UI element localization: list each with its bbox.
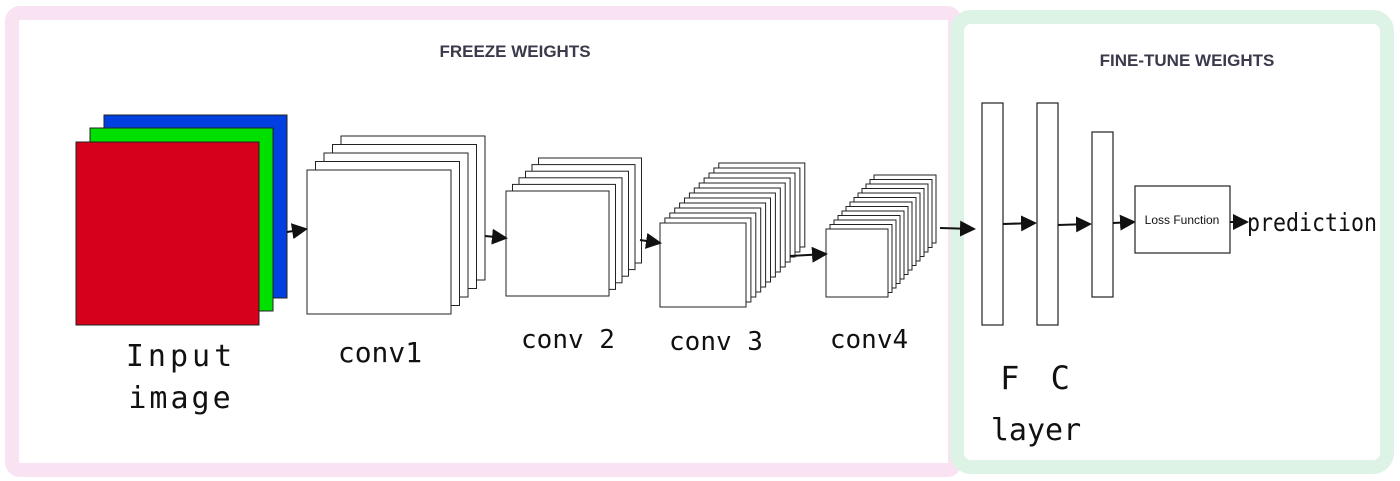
conv3-feature-map xyxy=(659,222,747,308)
arrow-conv2-to-conv3 xyxy=(639,233,662,249)
conv1-feature-map xyxy=(306,169,452,315)
freeze-weights-title: FREEZE WEIGHTS xyxy=(439,42,590,61)
conv4-feature-maps xyxy=(825,174,937,298)
conv2-feature-maps xyxy=(505,157,642,297)
conv3-label: conv 3 xyxy=(669,327,763,357)
input-label-line1: Input xyxy=(126,339,236,374)
fine-tune-weights-title: FINE-TUNE WEIGHTS xyxy=(1100,51,1275,70)
arrow-conv3-to-conv4 xyxy=(789,246,828,263)
arrow-fc3-to-loss xyxy=(1112,214,1136,231)
conv2-feature-map xyxy=(505,190,610,297)
conv4-label: conv4 xyxy=(830,325,908,355)
loss-function-box xyxy=(1134,185,1231,254)
loss-function-label: Loss Function xyxy=(1145,213,1220,227)
arrow-fc2-to-fc3 xyxy=(1057,216,1092,233)
fc-layer-3 xyxy=(1091,131,1114,298)
arrow-input-to-conv1 xyxy=(286,223,308,240)
arrow-fc1-to-fc2 xyxy=(1002,215,1037,232)
prediction-label: prediction xyxy=(1247,208,1377,237)
arrow-conv1-to-conv2 xyxy=(484,228,508,245)
fc-layer-2 xyxy=(1036,102,1059,326)
arrow-conv4-to-fc xyxy=(939,220,976,237)
conv3-feature-maps xyxy=(659,162,806,308)
input-image xyxy=(75,114,288,326)
fc-label-line2: layer xyxy=(991,413,1081,448)
conv2-label: conv 2 xyxy=(521,325,615,355)
input-label-line2: image xyxy=(128,381,233,416)
conv-stacks xyxy=(306,135,937,315)
conv4-feature-map xyxy=(825,228,889,298)
conv1-feature-maps xyxy=(306,135,486,315)
fc-layer-1 xyxy=(981,102,1004,326)
conv1-label: conv1 xyxy=(338,336,422,369)
channel-red xyxy=(75,141,260,326)
fc-label-line1: F C xyxy=(1000,359,1076,397)
